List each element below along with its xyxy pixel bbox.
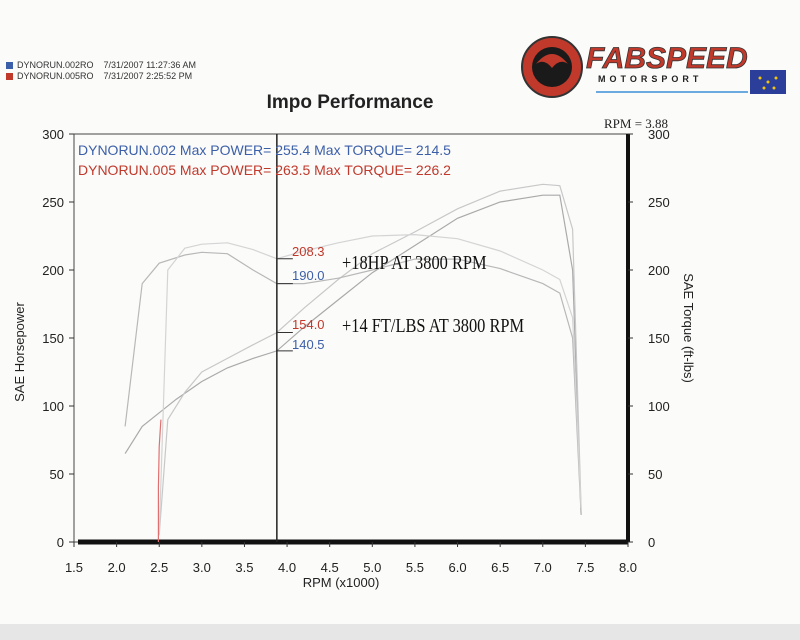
series-line-4 [157,419,162,542]
y-right-tick-label: 300 [648,127,670,142]
x-tick-label: 1.5 [65,560,83,575]
y-left-tick-label: 0 [57,535,64,550]
x-tick-label: 2.0 [108,560,126,575]
legend-run2-label: DYNORUN.005RO [17,71,94,81]
legend-run1-label: DYNORUN.002RO [17,60,94,70]
legend-run1-swatch [6,62,13,69]
marker-hp-red: 208.3 [292,244,325,259]
stats-run1: DYNORUN.002 Max POWER= 255.4 Max TORQUE=… [78,142,451,158]
rpm-readout: RPM = 3.88 [604,116,669,131]
legend-run1-date: 7/31/2007 11:27:36 AM [103,60,196,70]
y-right-tick-label: 50 [648,467,662,482]
marker-tq-red: 154.0 [292,317,325,332]
y-left-tick-label: 50 [50,467,64,482]
x-tick-label: 4.0 [278,560,296,575]
y-left-tick-label: 250 [42,195,64,210]
x-tick-label: 8.0 [619,560,637,575]
logo-brand: FABSPEED [586,42,748,75]
y-right-tick-label: 150 [648,331,670,346]
x-tick-label: 6.5 [491,560,509,575]
marker-hp-blue: 190.0 [292,268,325,283]
y-left-tick-label: 150 [42,331,64,346]
y-left-tick-label: 100 [42,399,64,414]
series-line-1 [158,183,582,536]
y-left-tick-label: 300 [42,127,64,142]
stats-run2: DYNORUN.005 Max POWER= 263.5 Max TORQUE=… [78,162,451,178]
y-right-tick-label: 0 [648,535,655,550]
x-tick-label: 3.5 [235,560,253,575]
legend-run2: DYNORUN.005RO 7/31/2007 2:25:52 PM [6,71,196,82]
y-right-tick-label: 100 [648,399,670,414]
y-right-tick-label: 250 [648,195,670,210]
legend-run1: DYNORUN.002RO 7/31/2007 11:27:36 AM [6,60,196,71]
x-tick-label: 6.0 [448,560,466,575]
fabspeed-logo: FABSPEED MOTORSPORT [521,36,786,98]
legend-run2-date: 7/31/2007 2:25:52 PM [103,71,193,81]
y-left-tick-label: 200 [42,263,64,278]
legend-run2-swatch [6,73,13,80]
annotation-tq-gain: +14 FT/LBS AT 3800 RPM [342,315,525,337]
x-tick-label: 2.5 [150,560,168,575]
chart-title: Impo Performance [266,92,434,113]
x-tick-label: 5.0 [363,560,381,575]
series-line-2 [124,251,582,515]
series-line-3 [158,233,582,536]
x-tick-label: 4.5 [321,560,339,575]
run-legend: DYNORUN.002RO 7/31/2007 11:27:36 AM DYNO… [6,60,196,82]
x-tick-label: 7.5 [576,560,594,575]
logo-sub: MOTORSPORT [598,74,702,84]
x-tick-label: 7.0 [534,560,552,575]
y-left-axis-label: SAE Horsepower [12,301,27,401]
series-line-0 [124,194,582,515]
y-right-axis-label: SAE Torque (ft-lbs) [681,273,696,383]
x-tick-label: 3.0 [193,560,211,575]
marker-tq-blue: 140.5 [292,337,325,352]
x-tick-label: 5.5 [406,560,424,575]
y-right-tick-label: 200 [648,263,670,278]
x-axis-label: RPM (x1000) [303,575,380,590]
annotation-hp-gain: +18HP AT 3800 RPM [342,252,487,274]
scan-edge [0,624,800,640]
